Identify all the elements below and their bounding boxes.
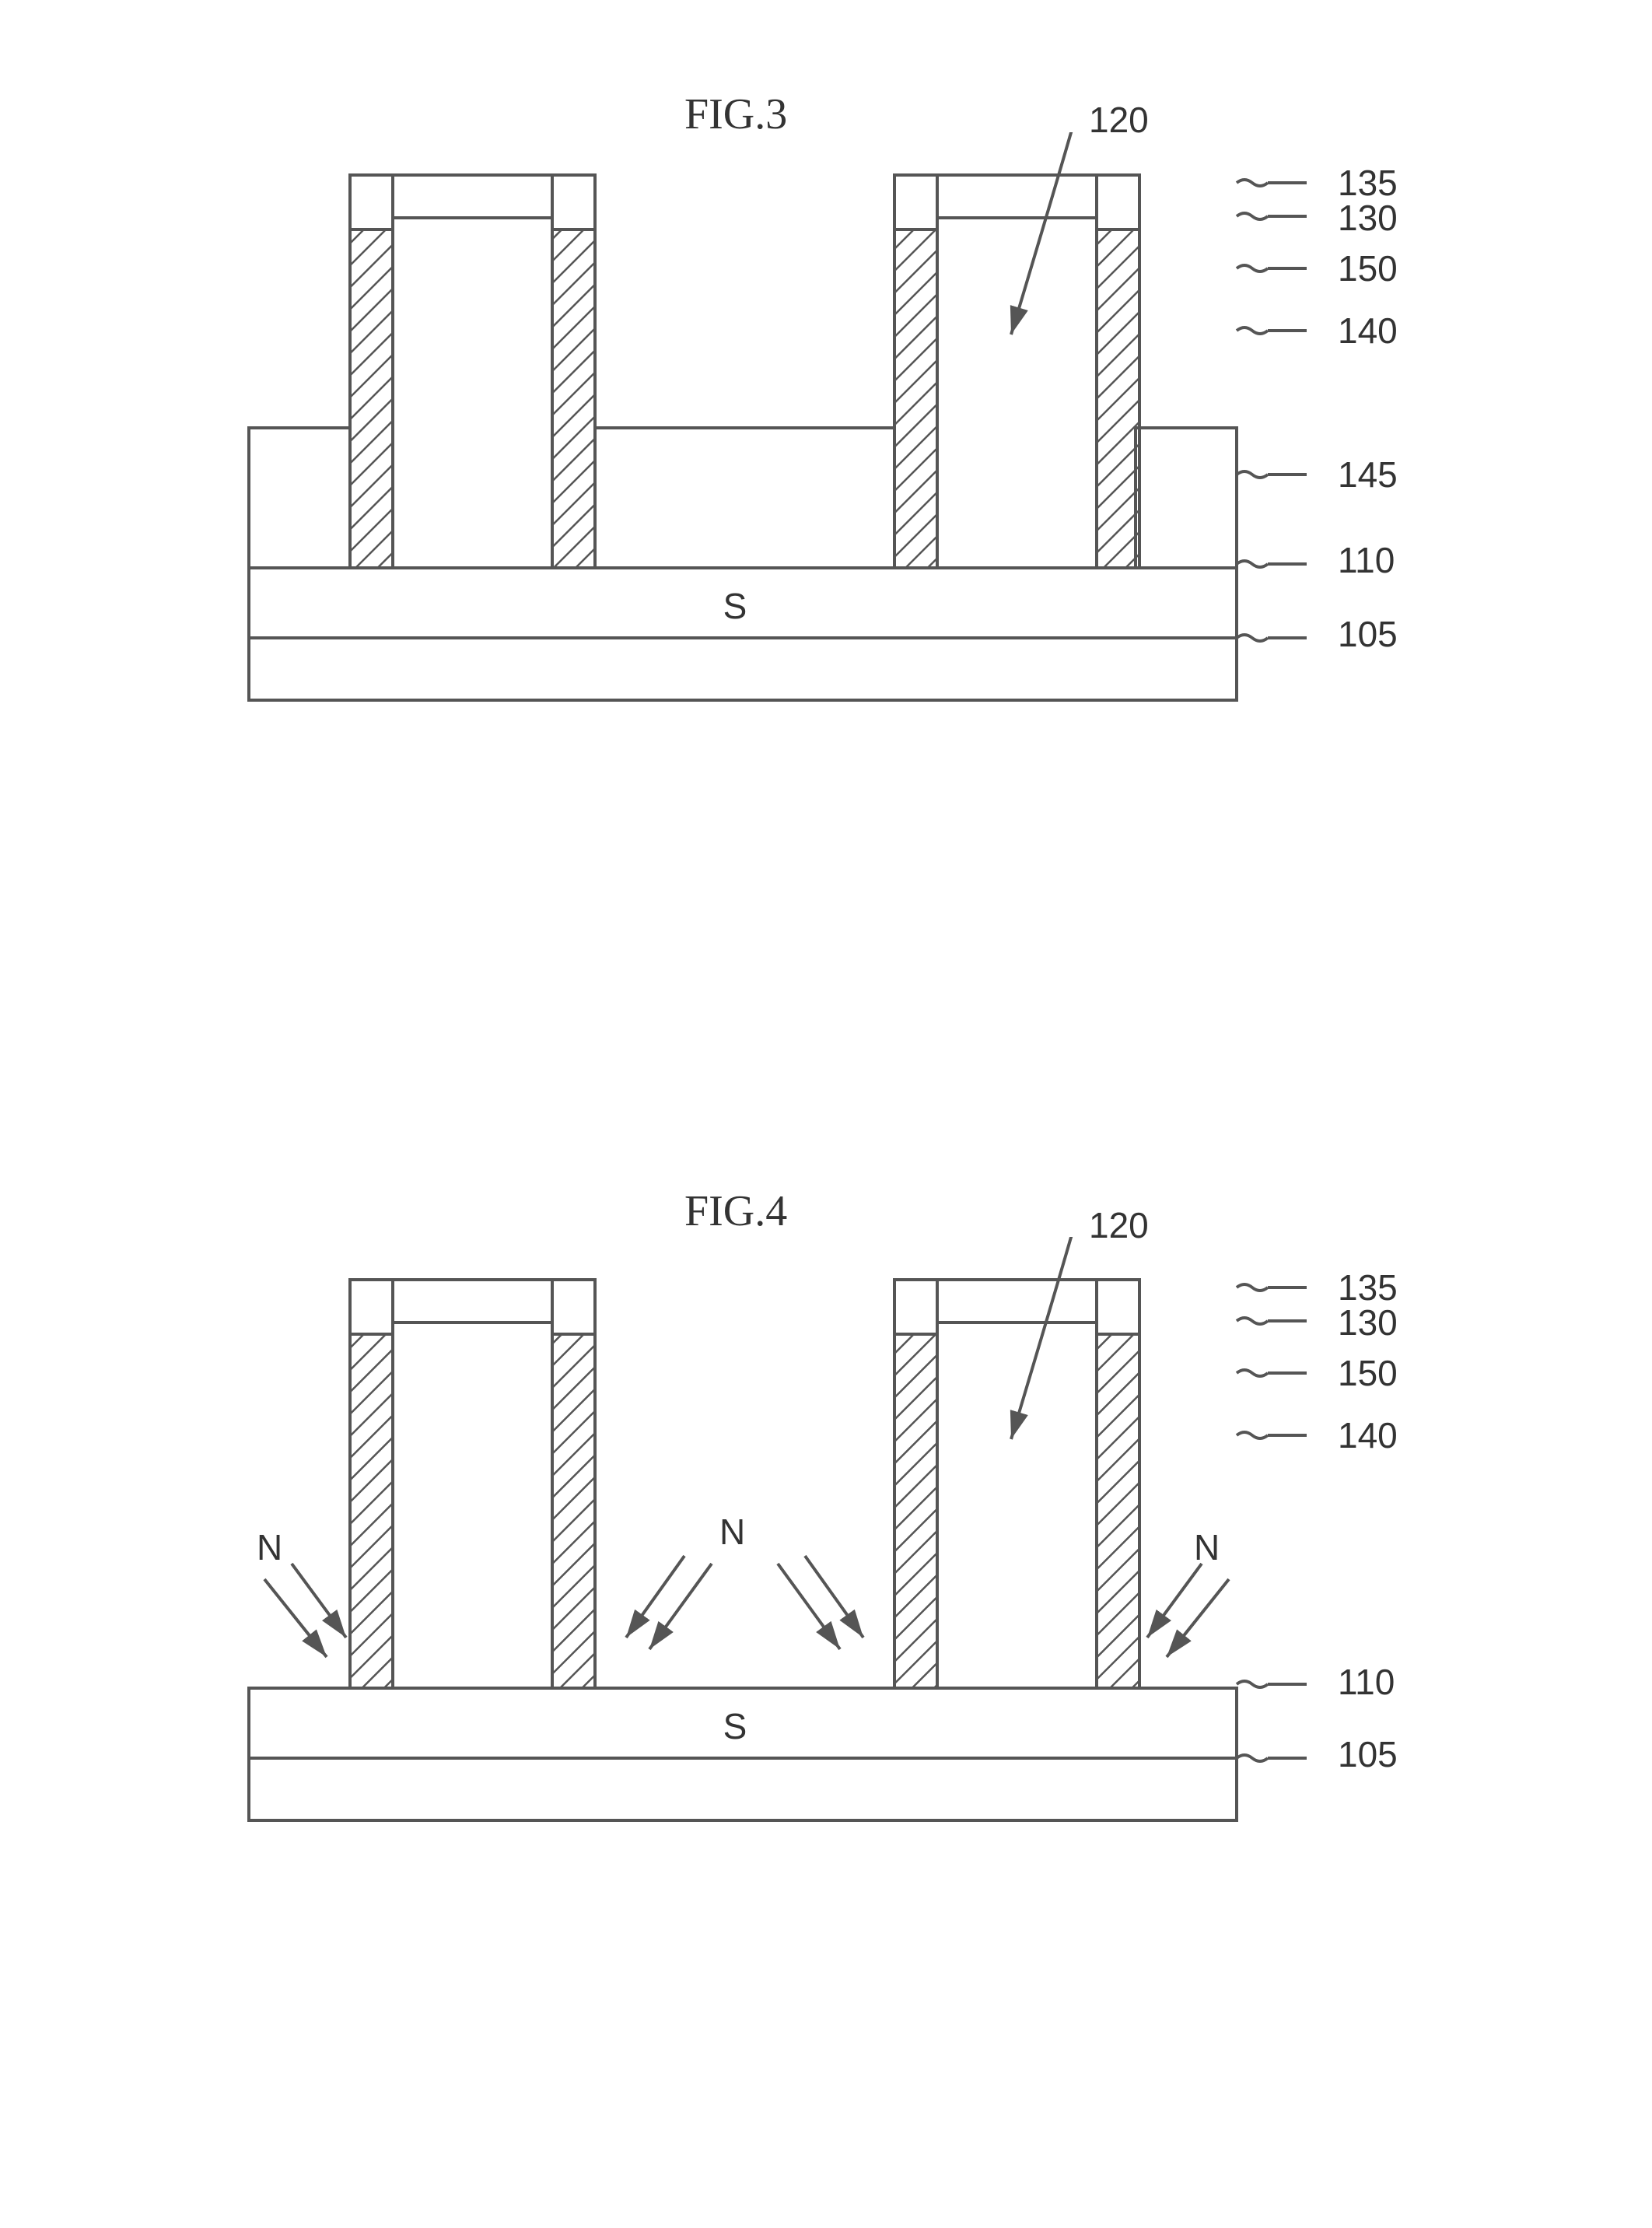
fig3-label-150: 150 bbox=[1338, 247, 1398, 289]
fig3-label-130: 130 bbox=[1338, 197, 1398, 239]
substrate-s-label-4: S bbox=[723, 1706, 747, 1746]
fig3-label-110: 110 bbox=[1338, 539, 1395, 581]
implant-n-right: N bbox=[1194, 1527, 1220, 1568]
fig4-label-130: 130 bbox=[1338, 1301, 1398, 1343]
substrate-s-label: S bbox=[723, 586, 747, 626]
page: FIG.3 S bbox=[0, 0, 1652, 2228]
fig3-diagram: S bbox=[218, 132, 1416, 723]
fig4-callout-120: 120 bbox=[1089, 1204, 1149, 1246]
fig4-diagram: S N N N bbox=[218, 1237, 1416, 1844]
fig3-label-140: 140 bbox=[1338, 310, 1398, 352]
fig3-label-145: 145 bbox=[1338, 454, 1398, 496]
fig4-label-150: 150 bbox=[1338, 1352, 1398, 1394]
fig3-callout-120: 120 bbox=[1089, 99, 1149, 141]
implant-n-center: N bbox=[719, 1512, 745, 1552]
fig4-label-140: 140 bbox=[1338, 1414, 1398, 1456]
fig4-label-105: 105 bbox=[1338, 1733, 1398, 1775]
implant-n-left: N bbox=[257, 1527, 282, 1568]
fig4-label-110: 110 bbox=[1338, 1661, 1395, 1703]
fig3-label-105: 105 bbox=[1338, 613, 1398, 655]
fig4-title: FIG.4 bbox=[684, 1186, 787, 1236]
